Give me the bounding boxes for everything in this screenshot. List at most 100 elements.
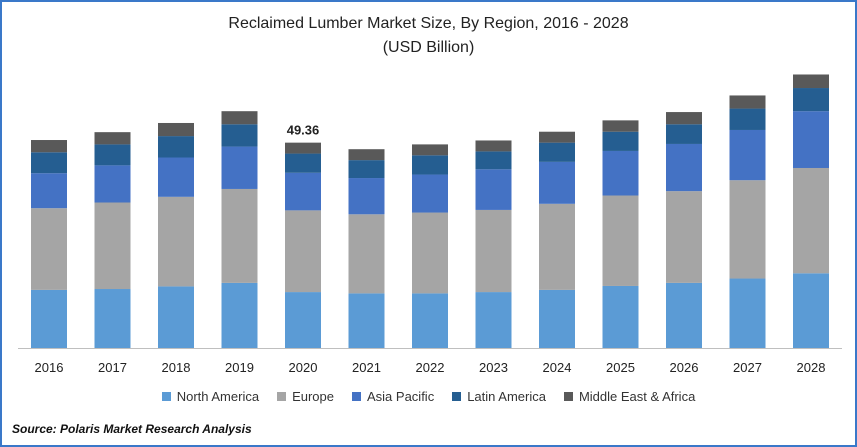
- bar-asia-pacific-2017: [94, 165, 131, 203]
- legend-item-europe: Europe: [277, 389, 334, 404]
- bar-middle-east-africa-2023: [475, 140, 512, 152]
- bar-north-america-2018: [158, 286, 194, 348]
- chart-subtitle: (USD Billion): [382, 39, 475, 56]
- bar-north-america-2017: [94, 289, 131, 348]
- bar-asia-pacific-2018: [158, 157, 194, 197]
- bar-north-america-2021: [348, 293, 385, 348]
- bar-asia-pacific-2021: [348, 178, 385, 215]
- legend-item-asia-pacific: Asia Pacific: [352, 389, 434, 404]
- bar-europe-2024: [539, 203, 575, 290]
- legend-item-middle-east-africa: Middle East & Africa: [563, 389, 696, 404]
- bar-asia-pacific-2016: [31, 173, 67, 209]
- bar-middle-east-africa-2024: [539, 131, 575, 143]
- bar-north-america-2028: [793, 273, 829, 348]
- bar-europe-2017: [94, 202, 131, 290]
- x-tick-label-2028: 2028: [797, 360, 826, 375]
- bar-asia-pacific-2028: [793, 111, 829, 168]
- legend-label-asia-pacific: Asia Pacific: [367, 389, 435, 404]
- bar-middle-east-africa-2025: [602, 120, 639, 132]
- legend-label-north-america: North America: [176, 389, 260, 404]
- bar-north-america-2020: [285, 292, 321, 348]
- bar-asia-pacific-2020: [285, 172, 321, 211]
- bar-north-america-2019: [221, 282, 258, 348]
- bar-middle-east-africa-2020: [285, 142, 321, 154]
- legend-label-middle-east-africa: Middle East & Africa: [578, 389, 696, 404]
- bar-middle-east-africa-2018: [158, 122, 194, 137]
- bar-latin-america-2019: [221, 124, 258, 147]
- legend-item-latin-america: Latin America: [452, 389, 546, 404]
- bar-latin-america-2018: [158, 136, 194, 158]
- x-tick-label-2019: 2019: [225, 360, 254, 375]
- bar-europe-2027: [729, 180, 766, 279]
- legend-swatch-asia-pacific: [352, 392, 361, 401]
- bar-north-america-2024: [539, 289, 575, 348]
- chart-legend: North America Europe Asia Pacific Latin Ame…: [2, 389, 855, 404]
- bar-asia-pacific-2025: [602, 150, 639, 196]
- x-tick-label-2023: 2023: [479, 360, 508, 375]
- x-tick-label-2021: 2021: [352, 360, 381, 375]
- legend-label-latin-america: Latin America: [467, 389, 546, 404]
- bar-latin-america-2023: [475, 151, 512, 170]
- bar-europe-2026: [666, 191, 702, 283]
- legend-swatch-north-america: [161, 392, 171, 401]
- bar-latin-america-2020: [285, 153, 321, 173]
- bar-latin-america-2025: [602, 131, 639, 151]
- bar-middle-east-africa-2026: [666, 112, 702, 125]
- x-tick-label-2026: 2026: [670, 360, 699, 375]
- bar-north-america-2016: [31, 289, 67, 348]
- bar-asia-pacific-2019: [221, 146, 258, 189]
- bar-asia-pacific-2027: [729, 129, 766, 181]
- bar-middle-east-africa-2028: [793, 74, 829, 89]
- chart-title: Reclaimed Lumber Market Size, By Region,…: [228, 15, 629, 32]
- bar-north-america-2026: [666, 282, 702, 348]
- bar-asia-pacific-2022: [412, 174, 448, 213]
- x-tick-label-2016: 2016: [35, 360, 64, 375]
- bar-middle-east-africa-2022: [412, 144, 448, 156]
- bar-europe-2022: [412, 212, 448, 294]
- bar-latin-america-2022: [412, 155, 448, 175]
- bar-middle-east-africa-2021: [348, 149, 385, 161]
- bar-north-america-2022: [412, 293, 448, 348]
- x-tick-label-2017: 2017: [98, 360, 127, 375]
- bar-middle-east-africa-2017: [94, 132, 131, 145]
- bar-middle-east-africa-2016: [31, 140, 67, 153]
- bar-chart: 2016 2017 2018 2019 2020 49.36 2021 2022 2023 202…: [18, 74, 842, 375]
- bar-latin-america-2016: [31, 152, 67, 174]
- bar-europe-2025: [602, 195, 639, 286]
- legend-swatch-europe: [277, 392, 287, 401]
- bar-latin-america-2017: [94, 144, 131, 166]
- bar-europe-2023: [475, 209, 512, 293]
- bar-north-america-2027: [729, 278, 766, 348]
- data-label-2020: 49.36: [287, 123, 320, 138]
- x-tick-label-2024: 2024: [543, 360, 572, 375]
- bar-europe-2019: [221, 188, 258, 283]
- bar-north-america-2025: [602, 285, 639, 348]
- x-tick-label-2022: 2022: [416, 360, 445, 375]
- bar-europe-2021: [348, 214, 385, 294]
- bar-middle-east-africa-2019: [221, 111, 258, 125]
- bar-asia-pacific-2024: [539, 161, 575, 204]
- bar-europe-2020: [285, 210, 321, 293]
- x-tick-label-2020: 2020: [289, 360, 318, 375]
- bar-north-america-2023: [475, 292, 512, 348]
- x-tick-label-2027: 2027: [733, 360, 762, 375]
- legend-item-north-america: North America: [161, 389, 260, 404]
- bar-asia-pacific-2026: [666, 143, 702, 192]
- x-tick-label-2025: 2025: [606, 360, 635, 375]
- x-tick-label-2018: 2018: [162, 360, 191, 375]
- legend-swatch-latin-america: [452, 392, 462, 401]
- bar-latin-america-2024: [539, 142, 575, 162]
- bar-latin-america-2027: [729, 108, 766, 130]
- legend-swatch-middle-east-africa: [563, 392, 573, 401]
- bar-latin-america-2028: [793, 88, 829, 112]
- bar-europe-2028: [793, 167, 829, 274]
- source-note: Source: Polaris Market Research Analysis: [12, 422, 252, 436]
- bar-middle-east-africa-2027: [729, 95, 766, 109]
- bar-europe-2018: [158, 196, 194, 287]
- bar-europe-2016: [31, 208, 67, 290]
- bar-asia-pacific-2023: [475, 169, 512, 210]
- bar-latin-america-2021: [348, 160, 385, 179]
- legend-label-europe: Europe: [292, 389, 334, 404]
- bar-latin-america-2026: [666, 124, 702, 144]
